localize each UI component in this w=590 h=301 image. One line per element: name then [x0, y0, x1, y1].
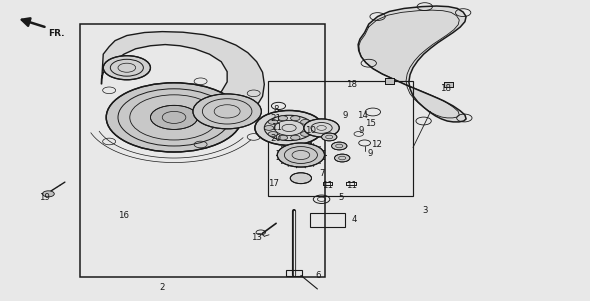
- Text: 17: 17: [268, 179, 278, 188]
- Circle shape: [268, 132, 277, 136]
- Text: 7: 7: [319, 169, 324, 178]
- Text: 11: 11: [346, 181, 357, 190]
- Circle shape: [277, 143, 325, 167]
- Polygon shape: [358, 6, 466, 122]
- Circle shape: [278, 135, 287, 140]
- Circle shape: [106, 83, 242, 152]
- Text: 21: 21: [271, 114, 281, 123]
- Bar: [286, 270, 302, 276]
- Circle shape: [304, 126, 314, 130]
- Text: 6: 6: [316, 271, 322, 280]
- Circle shape: [322, 133, 337, 141]
- Bar: [310, 213, 345, 227]
- Text: 11: 11: [271, 123, 281, 132]
- Circle shape: [304, 119, 339, 137]
- Circle shape: [150, 105, 198, 129]
- Circle shape: [264, 126, 274, 130]
- Text: 20: 20: [271, 134, 281, 143]
- Circle shape: [193, 94, 261, 129]
- Text: 9: 9: [358, 126, 364, 135]
- Text: 18: 18: [440, 84, 451, 93]
- Circle shape: [103, 56, 150, 80]
- Text: 19: 19: [39, 193, 50, 202]
- Bar: [268, 81, 413, 196]
- Polygon shape: [101, 32, 264, 128]
- Text: 9: 9: [368, 149, 373, 158]
- Text: 5: 5: [338, 193, 344, 202]
- Circle shape: [335, 154, 350, 162]
- Circle shape: [255, 110, 323, 145]
- Text: 14: 14: [358, 111, 368, 120]
- Text: FR.: FR.: [48, 29, 65, 39]
- Text: 3: 3: [422, 206, 428, 215]
- Text: 10: 10: [306, 126, 316, 135]
- Circle shape: [290, 173, 312, 184]
- Circle shape: [268, 119, 277, 124]
- Text: 16: 16: [119, 211, 129, 220]
- Bar: [385, 78, 394, 84]
- Text: 4: 4: [351, 215, 357, 224]
- Text: 12: 12: [371, 140, 382, 149]
- Bar: [80, 24, 324, 277]
- Circle shape: [42, 191, 54, 197]
- Circle shape: [291, 116, 300, 121]
- Text: 15: 15: [365, 119, 376, 128]
- Circle shape: [301, 119, 310, 124]
- Circle shape: [291, 135, 300, 140]
- Text: 13: 13: [251, 233, 262, 242]
- Text: 2: 2: [159, 283, 165, 292]
- Text: 11: 11: [322, 181, 333, 190]
- Circle shape: [301, 132, 310, 136]
- Circle shape: [332, 142, 347, 150]
- Text: 18: 18: [346, 80, 356, 89]
- Bar: [444, 82, 453, 87]
- Bar: [385, 78, 394, 84]
- Bar: [444, 82, 453, 87]
- Text: 9: 9: [342, 111, 348, 120]
- Circle shape: [278, 116, 287, 121]
- Text: 8: 8: [273, 105, 279, 114]
